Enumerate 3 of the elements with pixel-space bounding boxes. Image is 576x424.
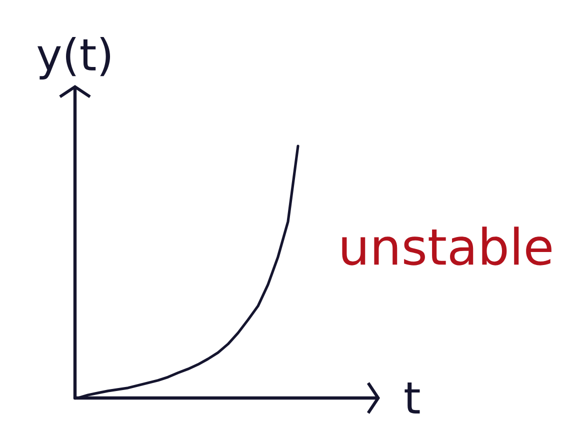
- x-axis-title: t: [404, 382, 420, 414]
- text: unstable: [342, 226, 552, 266]
- y-axis-title: y(t): [38, 36, 110, 80]
